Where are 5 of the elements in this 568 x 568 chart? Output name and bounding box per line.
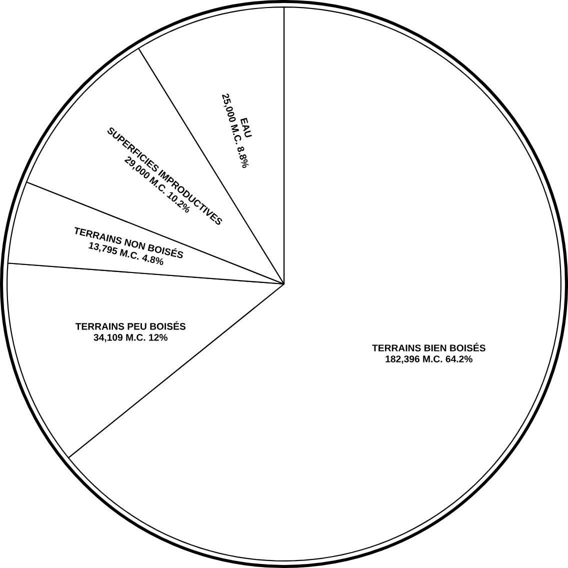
slice-label: EAU [240, 118, 252, 138]
data-label: 182,396 M.C. 64.2% [386, 356, 472, 364]
data-label: 34,109 M.C. 12% [94, 334, 168, 342]
slice-label: TERRAINS BIEN BOISÉS [372, 342, 486, 352]
slice-label: TERRAINS PEU BOISÉS [75, 321, 186, 330]
